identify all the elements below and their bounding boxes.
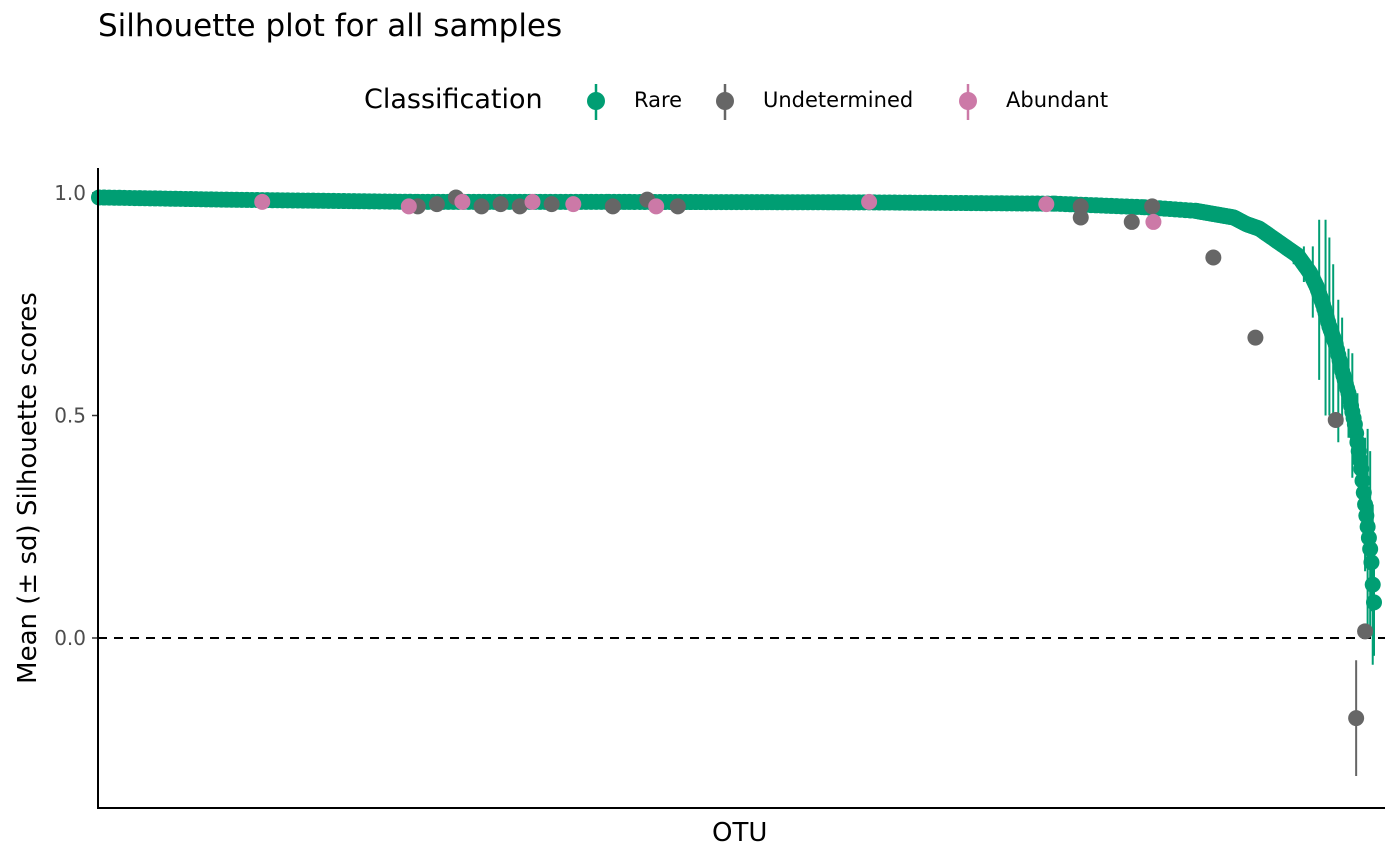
undetermined-point [1348, 710, 1365, 727]
undetermined-point [511, 198, 528, 215]
undetermined-point [1123, 213, 1140, 230]
rare-point [1362, 541, 1379, 557]
legend-title: Classification [364, 84, 543, 115]
undetermined-point [473, 198, 490, 215]
legend: Classification Rare Undetermined Abundan… [0, 84, 1400, 120]
abundant-point [1038, 196, 1055, 213]
undetermined-point [1357, 623, 1374, 640]
legend-key-rare [587, 84, 605, 120]
y-tick-label: 0.0 [54, 626, 86, 650]
undetermined-point [1072, 209, 1089, 226]
undetermined-point [492, 196, 509, 213]
legend-key-abundant [959, 84, 977, 120]
legend-label-rare: Rare [634, 88, 683, 112]
y-axis-label: Mean (± sd) Silhouette scores [13, 292, 43, 684]
rare-point [1355, 484, 1372, 501]
legend-label-abundant: Abundant [1006, 88, 1109, 112]
undetermined-point [428, 196, 445, 213]
undetermined-point [1144, 198, 1161, 215]
undetermined-point [604, 198, 621, 215]
legend-label-undetermined: Undetermined [763, 88, 914, 112]
rare-point [1353, 460, 1370, 477]
undetermined-point [669, 198, 686, 215]
chart-title: Silhouette plot for all samples [98, 8, 563, 44]
abundant-point [524, 193, 541, 210]
rare-point [1363, 554, 1380, 571]
abundant-point [861, 193, 878, 210]
rare-point [1354, 472, 1371, 489]
undetermined-point [1072, 198, 1089, 215]
x-axis-label: OTU [712, 818, 768, 848]
abundant-point [648, 198, 665, 215]
abundant-point [254, 193, 271, 210]
abundant-point [565, 196, 582, 213]
undetermined-point [1327, 411, 1344, 428]
abundant-point [454, 193, 471, 210]
y-tick-label: 0.5 [54, 404, 86, 428]
abundant-point [400, 198, 417, 215]
abundant-point [1145, 213, 1162, 230]
undetermined-point [1247, 329, 1264, 346]
undetermined-point [543, 196, 560, 213]
undetermined-point [1205, 249, 1222, 266]
legend-key-undetermined [716, 84, 734, 120]
y-tick-label: 1.0 [54, 181, 86, 205]
rare-point [1364, 576, 1381, 593]
rare-point [1366, 594, 1382, 611]
